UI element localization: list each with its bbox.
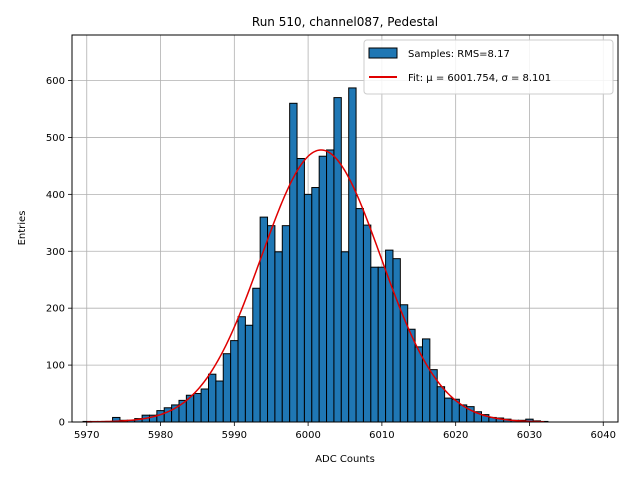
y-tick-label: 0 — [59, 418, 65, 429]
y-tick-label: 100 — [46, 361, 65, 372]
histogram-bar — [407, 328, 416, 423]
histogram-bar — [348, 87, 357, 423]
histogram-bar — [355, 208, 364, 423]
histogram-bar — [267, 225, 276, 423]
histogram-bar — [222, 353, 232, 423]
y-tick-label: 500 — [46, 133, 65, 144]
histogram-bar — [414, 346, 423, 423]
histogram-bar — [303, 193, 313, 423]
x-tick-label: 6040 — [591, 430, 616, 441]
histogram-bar — [215, 380, 224, 423]
histogram-bar — [399, 304, 409, 423]
x-tick-label: 6020 — [443, 430, 468, 441]
legend-box — [363, 39, 614, 95]
y-tick-label: 600 — [46, 76, 65, 87]
x-tick-label: 5990 — [222, 430, 247, 441]
histogram-bar — [274, 251, 283, 423]
legend-samples-swatch — [368, 47, 398, 59]
y-axis-label: Entries — [17, 211, 28, 246]
histogram-bar — [326, 149, 335, 423]
chart-title: Run 510, channel087, Pedestal — [252, 15, 438, 29]
histogram-bar — [370, 266, 379, 423]
histogram-bar — [296, 157, 305, 423]
histogram-bar — [200, 388, 210, 423]
plot-frame — [71, 34, 619, 423]
y-tick-label: 200 — [46, 304, 65, 315]
histogram-bar — [281, 225, 291, 423]
histogram-bar — [377, 266, 387, 423]
histogram-bar — [436, 386, 446, 423]
y-axis-ticks: 0 100 200 300 400 500 600 — [46, 76, 72, 429]
legend-samples-label: Samples: RMS=8.17 — [408, 49, 510, 60]
grid-lines — [72, 35, 618, 423]
y-tick-label: 400 — [46, 190, 65, 201]
histogram-bar — [193, 393, 202, 423]
histogram-bar — [429, 369, 438, 423]
histogram-bar — [385, 249, 394, 423]
histogram-bar — [444, 397, 453, 423]
histogram-bar — [156, 410, 165, 423]
histogram-bar — [237, 316, 246, 423]
histogram-bar — [333, 97, 342, 423]
histogram-bar — [311, 187, 320, 423]
gaussian-fit-curve — [86, 149, 545, 423]
x-tick-label: 6030 — [517, 430, 542, 441]
histogram-bar — [362, 224, 372, 423]
x-tick-label: 6010 — [369, 430, 394, 441]
histogram-bar — [230, 340, 239, 423]
histogram-bar — [340, 251, 350, 423]
legend: Samples: RMS=8.17 Fit: μ = 6001.754, σ =… — [363, 39, 614, 95]
x-axis-label: ADC Counts — [315, 454, 375, 465]
histogram-bars — [82, 87, 549, 423]
histogram-bar — [392, 258, 401, 423]
y-tick-label: 300 — [46, 247, 65, 258]
x-axis-ticks: 5970 5980 5990 6000 6010 6020 6030 6040 — [74, 422, 616, 441]
x-tick-label: 5970 — [74, 430, 99, 441]
histogram-bar — [208, 373, 217, 423]
x-tick-label: 5980 — [148, 430, 173, 441]
histogram-bar — [318, 155, 328, 423]
histogram-bar — [244, 324, 254, 423]
legend-fit-label: Fit: μ = 6001.754, σ = 8.101 — [408, 73, 551, 84]
x-tick-label: 6000 — [295, 430, 320, 441]
histogram-bar — [421, 338, 431, 423]
histogram-bar — [289, 102, 298, 423]
histogram-bar — [252, 287, 261, 423]
